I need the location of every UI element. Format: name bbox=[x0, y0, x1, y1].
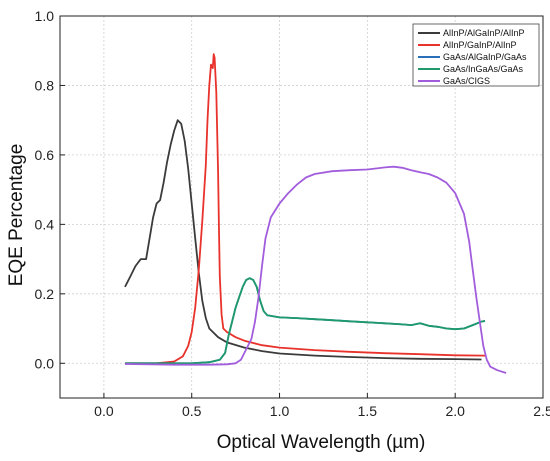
y-tick-label: 1.0 bbox=[35, 8, 55, 24]
y-tick-label: 0.0 bbox=[35, 355, 55, 371]
series-line-2 bbox=[125, 277, 486, 365]
legend-label: GaAs/CIGS bbox=[443, 76, 490, 86]
y-tick-label: 0.6 bbox=[35, 147, 55, 163]
x-tick-label: 0.5 bbox=[182, 403, 202, 419]
y-tick-label: 0.4 bbox=[35, 216, 55, 232]
x-tick-label: 0.0 bbox=[94, 403, 114, 419]
series-lines bbox=[124, 53, 507, 374]
x-tick-label: 1.5 bbox=[358, 403, 378, 419]
plot-frame bbox=[59, 15, 544, 399]
legend-label: GaAs/AlGaInP/GaAs bbox=[443, 52, 527, 62]
series-line-4 bbox=[124, 165, 507, 374]
legend-box bbox=[412, 23, 540, 87]
y-tick-label: 0.2 bbox=[35, 286, 55, 302]
series-line-0 bbox=[124, 119, 482, 361]
legend: AlInP/AlGaInP/AlInP AlInP/GaInP/AlInP GaAs… bbox=[412, 23, 540, 87]
axis-ticks: 0.0 0.5 1.0 1.5 2.0 2.5 0.0 0.2 0.4 0.6 0.8 1.0 bbox=[35, 8, 550, 419]
x-tick-label: 2.0 bbox=[445, 403, 465, 419]
legend-label: AlInP/AlGaInP/AlInP bbox=[443, 28, 525, 38]
x-tick-label: 2.5 bbox=[533, 403, 550, 419]
x-axis-title: Optical Wavelength (µm) bbox=[217, 432, 426, 453]
x-tick-label: 1.0 bbox=[270, 403, 290, 419]
legend-label: GaAs/InGaAs/GaAs bbox=[443, 64, 524, 74]
series-line-1 bbox=[125, 53, 486, 365]
y-axis-title: EQE Percentage bbox=[6, 144, 27, 287]
y-tick-label: 0.8 bbox=[35, 77, 55, 93]
series-line-3 bbox=[125, 277, 486, 365]
legend-label: AlInP/GaInP/AlInP bbox=[443, 40, 517, 50]
